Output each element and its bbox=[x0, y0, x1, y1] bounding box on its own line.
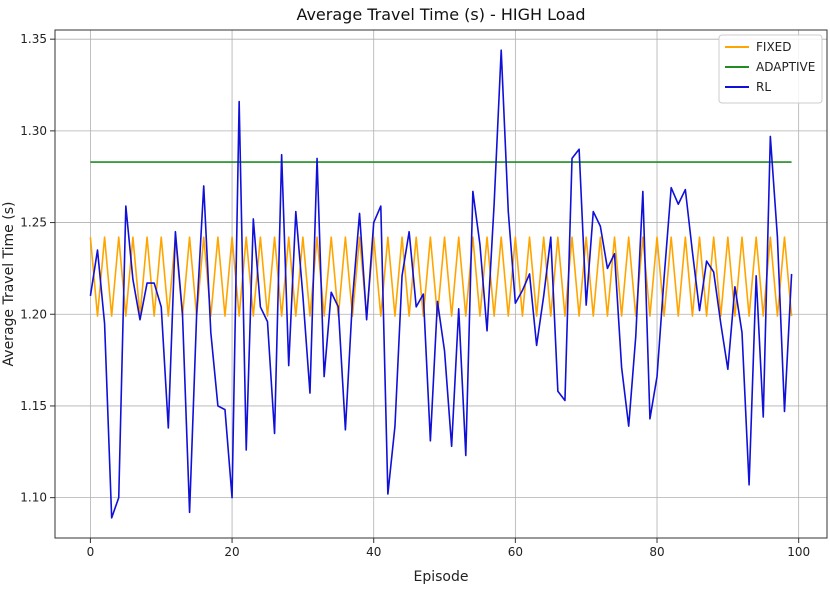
legend-label-rl: RL bbox=[756, 80, 771, 94]
chart-title: Average Travel Time (s) - HIGH Load bbox=[296, 5, 585, 24]
x-tick-label: 40 bbox=[366, 545, 381, 559]
series-line-fixed bbox=[89, 236, 793, 317]
x-axis-label: Episode bbox=[414, 569, 469, 585]
x-tick-label: 0 bbox=[87, 545, 95, 559]
x-tick-label: 60 bbox=[508, 545, 523, 559]
y-tick-label: 1.25 bbox=[20, 216, 47, 230]
legend: FIXED ADAPTIVE RL bbox=[718, 34, 823, 104]
y-tick-label: 1.30 bbox=[20, 124, 47, 138]
y-tick-label: 1.10 bbox=[20, 491, 47, 505]
axis-ticks: 0 20 40 60 80 100 1.10 1.15 1.20 1.25 1.30 1.35 bbox=[20, 32, 810, 559]
legend-label-adaptive: ADAPTIVE bbox=[756, 60, 815, 74]
x-tick-label: 20 bbox=[224, 545, 239, 559]
legend-label-fixed: FIXED bbox=[756, 40, 791, 54]
y-tick-label: 1.35 bbox=[20, 32, 47, 46]
plot-frame bbox=[54, 29, 828, 539]
y-tick-label: 1.15 bbox=[20, 399, 47, 413]
series-lines bbox=[89, 49, 793, 519]
series-line-rl bbox=[89, 49, 793, 519]
x-tick-label: 100 bbox=[787, 545, 810, 559]
y-axis-label: Average Travel Time (s) bbox=[1, 202, 17, 367]
grid bbox=[55, 30, 827, 538]
y-tick-label: 1.20 bbox=[20, 307, 47, 321]
x-tick-label: 80 bbox=[649, 545, 664, 559]
